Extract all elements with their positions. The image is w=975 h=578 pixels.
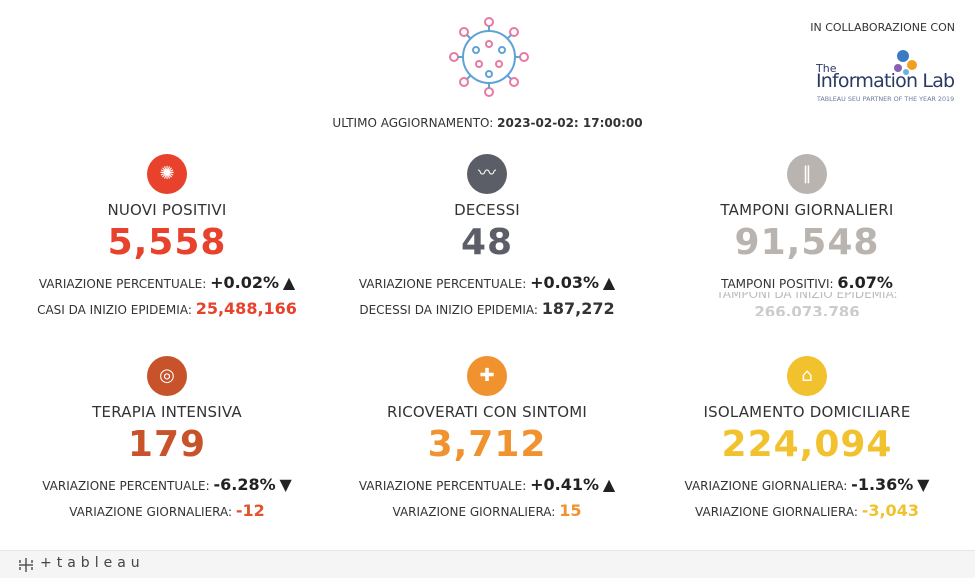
partner-caption: IN COLLABORAZIONE CON (810, 21, 955, 34)
line-label: VARIAZIONE GIORNALIERA: (695, 505, 858, 519)
tableau-brand: +tableau (40, 555, 145, 571)
icon-glyph: ‖ (802, 163, 812, 184)
trend-arrow: ▼ (917, 475, 930, 494)
line-label: VARIAZIONE GIORNALIERA: (392, 505, 556, 519)
kpi-title: ISOLAMENTO DOMICILIARE (703, 403, 911, 421)
virus-logo (449, 17, 529, 97)
kpi-value: 91,548 (734, 222, 880, 263)
line-value: +0.41% (530, 475, 600, 494)
kpi-value: 3,712 (427, 424, 547, 465)
line-label: VARIAZIONE GIORNALIERA: (684, 479, 848, 493)
line-label: VARIAZIONE PERCENTUALE: (358, 479, 527, 493)
tableau-brand-text: tableau (56, 555, 145, 571)
kpi-icon: 〰 (467, 154, 507, 194)
line-label: CASI DA INIZIO EPIDEMIA: (37, 303, 192, 317)
kpi-title: RICOVERATI CON SINTOMI (386, 403, 588, 421)
clipped-inner: TAMPONI DA INIZIO EPIDEMIA: 266,073,786 (647, 292, 967, 316)
trend-arrow: ▼ (279, 475, 292, 494)
line-label: VARIAZIONE PERCENTUALE: (358, 277, 527, 291)
line-label: VARIAZIONE PERCENTUALE: (38, 277, 207, 291)
kpi-line: CASI DA INIZIO EPIDEMIA: 25,488,166 (7, 299, 327, 318)
icon-glyph: 〰 (478, 163, 496, 184)
line-value: 266,073,786 (754, 303, 860, 316)
kpi-line: VARIAZIONE GIORNALIERA: 15 (327, 501, 647, 520)
update-label: ULTIMO AGGIORNAMENTO: (332, 116, 494, 130)
clipped-line: TAMPONI DA INIZIO EPIDEMIA: 266,073,786 (647, 292, 967, 316)
kpi-card: 〰 DECESSI 48 VARIAZIONE PERCENTUALE: +0.03%… (327, 150, 647, 340)
line-value: -3,043 (861, 501, 919, 520)
kpi-card: ‖ TAMPONI GIORNALIERI 91,548 TAMPONI POSITI… (647, 150, 967, 340)
kpi-value: 5,558 (107, 222, 227, 263)
kpi-icon: ‖ (787, 154, 827, 194)
kpi-line: VARIAZIONE GIORNALIERA: -3,043 (647, 501, 967, 520)
icon-glyph: ✺ (159, 163, 175, 184)
partner-logo: The Information Lab TABLEAU SEU PARTNER … (816, 48, 966, 108)
kpi-title: NUOVI POSITIVI (107, 201, 227, 219)
kpi-line: VARIAZIONE PERCENTUALE: +0.02% ▲ (7, 273, 327, 292)
kpi-card: ✺ NUOVI POSITIVI 5,558 VARIAZIONE PERCENTUA… (7, 150, 327, 340)
icon-glyph: ✚ (479, 365, 495, 386)
icon-glyph: ◎ (159, 365, 175, 386)
logo-tagline: TABLEAU SEU PARTNER OF THE YEAR 2019 (817, 95, 955, 103)
trend-arrow: ▲ (602, 475, 616, 494)
kpi-line: VARIAZIONE PERCENTUALE: -6.28% ▼ (7, 475, 327, 494)
kpi-icon: ✺ (147, 154, 187, 194)
footer: +tableau (0, 550, 975, 578)
logo-dots (894, 50, 917, 75)
kpi-icon: ◎ (147, 356, 187, 396)
line-value: -6.28% (213, 475, 276, 494)
kpi-line: TAMPONI POSITIVI: 6.07% (647, 273, 967, 292)
line-label: VARIAZIONE PERCENTUALE: (42, 479, 210, 493)
line-value: 15 (559, 501, 582, 520)
kpi-line: VARIAZIONE PERCENTUALE: +0.41% ▲ (327, 475, 647, 494)
update-row: ULTIMO AGGIORNAMENTO: 2023-02-02: 17:00:… (0, 116, 975, 130)
line-value: -1.36% (851, 475, 914, 494)
logo-name: Information Lab (816, 70, 955, 92)
line-label: TAMPONI POSITIVI: (721, 277, 834, 291)
update-value: 2023-02-02: 17:00:00 (497, 116, 643, 130)
kpi-title: TAMPONI GIORNALIERI (720, 201, 894, 219)
trend-arrow: ▲ (282, 273, 296, 292)
kpi-card: ◎ TERAPIA INTENSIVA 179 VARIAZIONE PERCENTU… (7, 352, 327, 542)
logo-the: The (816, 62, 837, 75)
line-value: -12 (235, 501, 265, 520)
line-value: +0.03% (530, 273, 600, 292)
kpi-icon: ⌂ (787, 356, 827, 396)
kpi-title: TERAPIA INTENSIVA (92, 403, 242, 421)
line-value: 25,488,166 (195, 299, 297, 318)
kpi-card: ✚ RICOVERATI CON SINTOMI 3,712 VARIAZIONE P… (327, 352, 647, 542)
line-label: TAMPONI DA INIZIO EPIDEMIA: (716, 292, 898, 301)
trend-arrow: ▲ (602, 273, 616, 292)
kpi-value: 179 (127, 424, 207, 465)
line-value: +0.02% (210, 273, 280, 292)
line-value: 6.07% (837, 273, 893, 292)
line-label: DECESSI DA INIZIO EPIDEMIA: (359, 303, 538, 317)
kpi-title: DECESSI (454, 201, 520, 219)
kpi-card: ⌂ ISOLAMENTO DOMICILIARE 224,094 VARIAZIONE… (647, 352, 967, 542)
tableau-logo (19, 558, 33, 572)
kpi-line: DECESSI DA INIZIO EPIDEMIA: 187,272 (327, 299, 647, 318)
kpi-line: VARIAZIONE GIORNALIERA: -1.36% ▼ (647, 475, 967, 494)
kpi-line: VARIAZIONE PERCENTUALE: +0.03% ▲ (327, 273, 647, 292)
kpi-icon: ✚ (467, 356, 507, 396)
kpi-value: 224,094 (721, 424, 893, 465)
icon-glyph: ⌂ (801, 365, 813, 386)
kpi-value: 48 (460, 222, 514, 263)
kpi-line: VARIAZIONE GIORNALIERA: -12 (7, 501, 327, 520)
line-value: 187,272 (541, 299, 615, 318)
line-label: VARIAZIONE GIORNALIERA: (69, 505, 233, 519)
